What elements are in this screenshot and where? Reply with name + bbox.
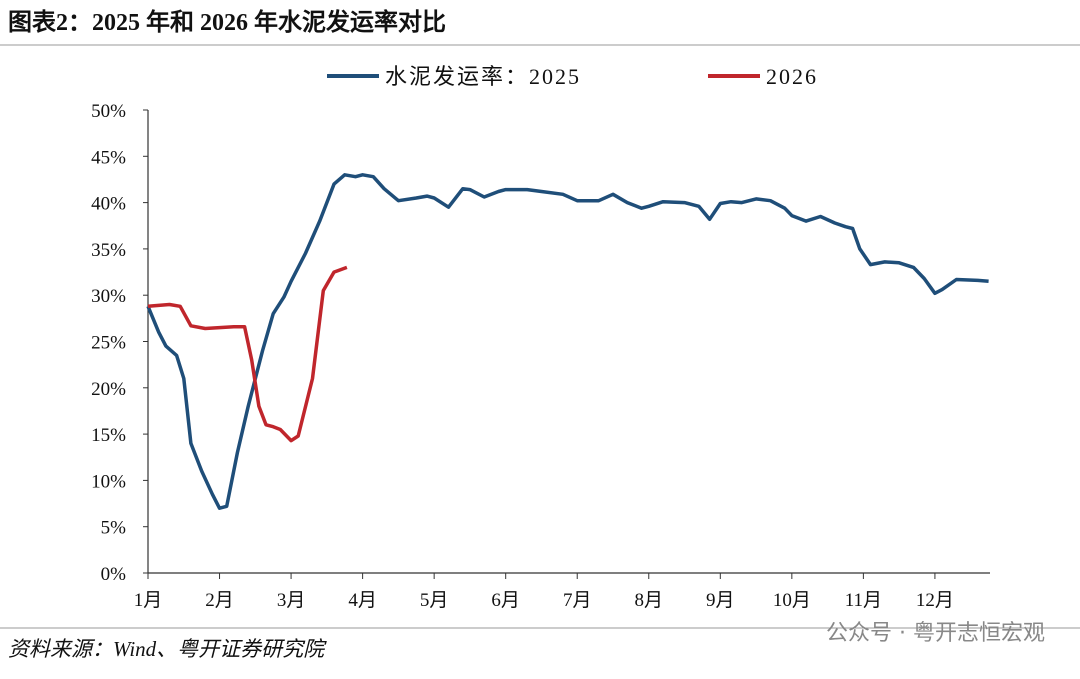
- x-tick-label: 9月: [706, 590, 735, 611]
- x-tick-label: 2月: [205, 590, 234, 611]
- series-line: [147, 265, 348, 443]
- y-tick-label: 15%: [91, 425, 126, 446]
- y-tick-label: 45%: [91, 147, 126, 168]
- y-tick-label: 25%: [91, 333, 126, 354]
- y-tick-label: 30%: [91, 286, 126, 307]
- y-tick-label: 50%: [91, 101, 126, 122]
- x-tick-label: 11月: [845, 590, 882, 611]
- x-tick-label: 1月: [134, 590, 163, 611]
- series-line: [146, 173, 989, 510]
- chart-title: 图表2：2025 年和 2026 年水泥发运率对比: [8, 8, 446, 36]
- x-tick-label: 10月: [773, 590, 811, 611]
- x-tick-label: 5月: [420, 590, 449, 611]
- x-tick-label: 4月: [348, 590, 377, 611]
- watermark: 公众号 · 粤开志恒宏观: [826, 621, 1045, 646]
- source-note: 资料来源：Wind、粤开证券研究院: [8, 637, 327, 661]
- x-tick-label: 3月: [277, 590, 306, 611]
- y-tick-label: 20%: [91, 379, 126, 400]
- x-tick-label: 7月: [563, 590, 592, 611]
- legend-label: 水泥发运率：2025: [385, 64, 581, 89]
- y-tick-label: 35%: [91, 240, 126, 261]
- x-tick-label: 12月: [916, 590, 954, 611]
- x-tick-label: 6月: [491, 590, 520, 611]
- y-tick-label: 10%: [91, 471, 126, 492]
- y-tick-label: 0%: [101, 564, 127, 585]
- x-tick-label: 8月: [635, 590, 664, 611]
- legend-label: 2026: [766, 64, 818, 89]
- y-tick-label: 5%: [101, 518, 127, 539]
- y-tick-label: 40%: [91, 194, 126, 215]
